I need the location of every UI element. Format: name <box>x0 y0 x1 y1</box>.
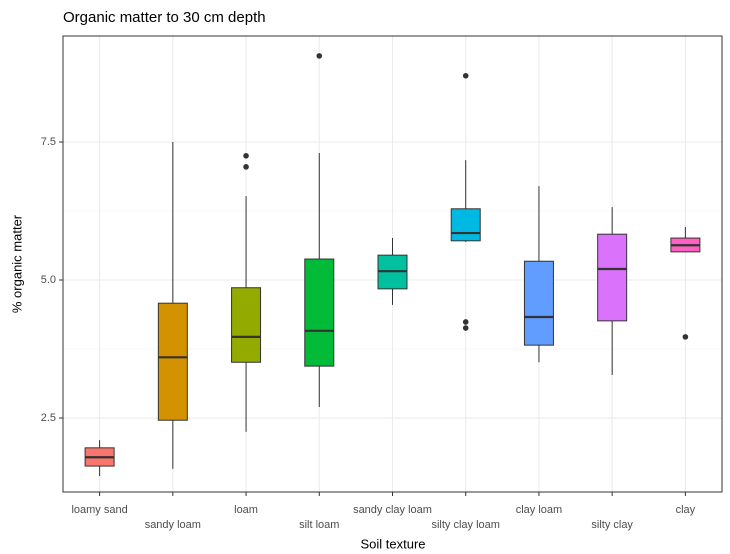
outlier <box>316 53 323 59</box>
box <box>523 260 554 346</box>
box <box>450 208 481 242</box>
outlier <box>462 72 469 79</box>
chart-title: Organic matter to 30 cm depth <box>63 9 266 26</box>
x-tick-label: loam <box>234 504 258 516</box>
x-tick-label: sandy clay loam <box>353 504 432 516</box>
box <box>597 233 628 322</box>
x-tick-label: silt loam <box>299 519 339 531</box>
outlier <box>462 325 469 331</box>
x-axis-label: Soil texture <box>360 536 425 551</box>
outlier <box>243 152 249 159</box>
outlier <box>243 164 249 170</box>
x-tick-label: sandy loam <box>145 519 201 531</box>
y-tick-label: 5.0 <box>41 274 56 286</box>
x-tick-label: clay <box>676 504 696 516</box>
panel-border <box>62 35 723 493</box>
box <box>231 287 262 363</box>
y-tick-label: 2.5 <box>41 412 56 424</box>
x-tick-label: clay loam <box>516 504 562 516</box>
x-tick-label: silty clay loam <box>431 519 499 531</box>
x-tick-label: loamy sand <box>71 504 127 516</box>
box <box>157 302 188 421</box>
y-axis-label: % organic matter <box>9 214 24 313</box>
x-tick-label: silty clay <box>591 519 633 531</box>
box <box>304 258 335 367</box>
outlier <box>462 319 469 325</box>
outlier <box>682 334 689 340</box>
y-tick-label: 7.5 <box>41 136 56 148</box>
